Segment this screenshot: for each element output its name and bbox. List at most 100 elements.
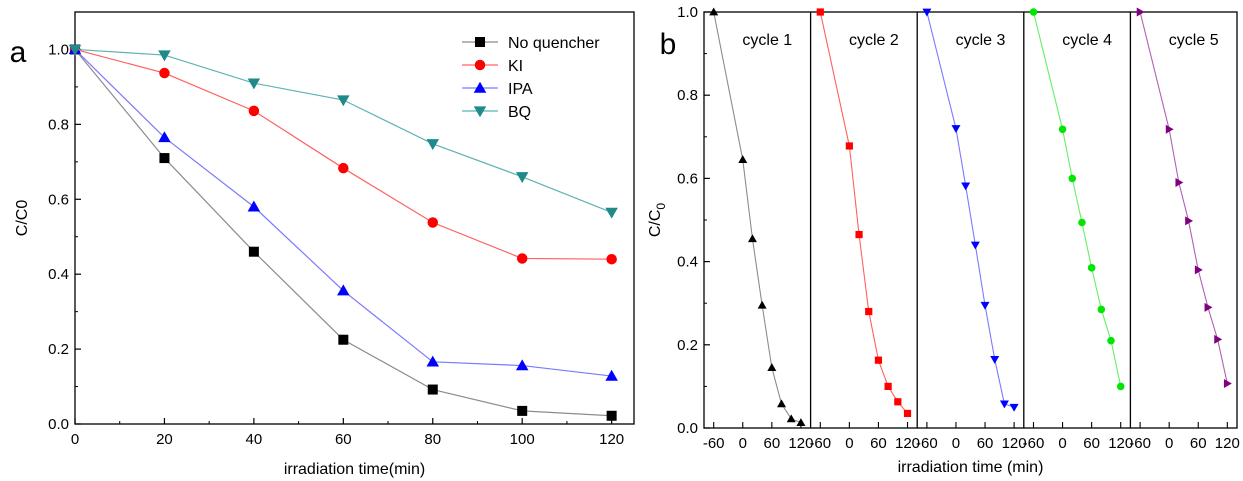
cycle-line bbox=[1139, 11, 1228, 384]
x-tick-label: 80 bbox=[424, 431, 441, 448]
y-axis-title: C/C0 bbox=[14, 200, 31, 237]
x-tick-label: 40 bbox=[246, 431, 263, 448]
x-tick-label: 60 bbox=[335, 431, 352, 448]
panel-letter-b: b bbox=[660, 28, 677, 61]
x-axis-title: irradiation time (min) bbox=[898, 459, 1044, 476]
x-tick-label: 120 bbox=[788, 435, 813, 452]
x-tick-label: 120 bbox=[895, 435, 920, 452]
data-point bbox=[68, 44, 82, 56]
data-point bbox=[427, 384, 438, 395]
x-tick-label: 60 bbox=[1190, 435, 1207, 452]
data-point bbox=[961, 182, 971, 191]
data-point bbox=[894, 398, 902, 406]
legend-label: KI bbox=[508, 58, 523, 75]
data-point bbox=[865, 307, 873, 316]
cycle-line bbox=[713, 11, 802, 424]
data-point bbox=[337, 284, 350, 296]
cycle-line bbox=[1032, 11, 1122, 387]
x-tick-label: -60 bbox=[809, 435, 831, 452]
data-point bbox=[605, 207, 618, 219]
data-point bbox=[1097, 305, 1106, 314]
legend-marker bbox=[475, 37, 485, 47]
cycle-line bbox=[819, 11, 908, 414]
x-tick-label: 60 bbox=[763, 435, 780, 452]
data-point bbox=[922, 8, 932, 17]
data-point bbox=[757, 300, 767, 309]
y-tick-label: 0.0 bbox=[48, 416, 69, 433]
data-point bbox=[427, 217, 439, 228]
y-tick-label: 0.6 bbox=[677, 170, 698, 187]
data-point bbox=[1107, 336, 1115, 345]
data-point bbox=[517, 405, 528, 416]
y-tick-label: 0.4 bbox=[677, 254, 698, 271]
legend-label: BQ bbox=[508, 104, 531, 121]
data-point bbox=[738, 155, 748, 164]
y-axis-title-main: C/C bbox=[647, 210, 664, 238]
y-tick-label: 1.0 bbox=[677, 4, 698, 21]
data-point bbox=[903, 409, 912, 418]
x-tick-label: 120 bbox=[1002, 435, 1027, 452]
data-point bbox=[1165, 124, 1174, 134]
y-tick-label: 0.8 bbox=[48, 116, 69, 133]
data-point bbox=[1204, 302, 1213, 312]
x-tick-label: 120 bbox=[1215, 435, 1240, 452]
data-point bbox=[816, 8, 824, 16]
data-point bbox=[158, 131, 171, 143]
data-point bbox=[990, 355, 1000, 364]
data-point bbox=[767, 363, 777, 372]
y-tick-label: 0.2 bbox=[677, 337, 698, 354]
y-tick-label: 0.6 bbox=[48, 191, 69, 208]
x-tick-label: 20 bbox=[156, 431, 173, 448]
data-point bbox=[159, 67, 170, 79]
x-tick-label: 120 bbox=[1108, 435, 1133, 452]
x-tick-label: 60 bbox=[870, 435, 887, 452]
data-point bbox=[606, 410, 617, 421]
x-tick-label: 0 bbox=[952, 435, 960, 452]
data-point bbox=[426, 139, 440, 151]
panel-b-chart: 0.0 0.2 0.4 0.6 0.8 1.0 irradiation time (min)… bbox=[647, 4, 1240, 476]
data-point bbox=[158, 50, 171, 62]
x-tick-label: 0 bbox=[845, 435, 853, 452]
data-point bbox=[248, 246, 259, 257]
data-point bbox=[874, 356, 883, 364]
data-point bbox=[709, 7, 719, 16]
x-tick-label: 0 bbox=[71, 431, 79, 448]
data-point bbox=[1009, 403, 1019, 412]
y-tick-label: 0.0 bbox=[677, 420, 698, 437]
data-point bbox=[1116, 382, 1125, 391]
data-point bbox=[1078, 218, 1086, 227]
legend-marker bbox=[473, 81, 487, 93]
x-tick-label: 0 bbox=[739, 435, 747, 452]
data-point bbox=[248, 105, 260, 117]
y-tick-label: 1.0 bbox=[48, 41, 69, 58]
panel-letter-a: a bbox=[10, 36, 27, 69]
panel-b-frame bbox=[703, 11, 1238, 429]
legend-marker bbox=[473, 106, 487, 118]
data-point bbox=[516, 253, 528, 264]
data-point bbox=[1058, 125, 1067, 134]
panel-a-frame bbox=[74, 11, 635, 425]
data-point bbox=[1194, 265, 1203, 275]
x-tick-label: 60 bbox=[1083, 435, 1100, 452]
legend-label: IPA bbox=[508, 81, 533, 98]
x-tick-label: -60 bbox=[1023, 435, 1045, 452]
data-point bbox=[970, 241, 980, 250]
x-tick-label: 0 bbox=[1058, 435, 1066, 452]
series-line-bq bbox=[74, 48, 612, 213]
data-point bbox=[796, 418, 806, 426]
legend-label: No quencher bbox=[508, 35, 600, 52]
cycle-label: cycle 4 bbox=[1062, 32, 1112, 49]
data-point bbox=[1136, 7, 1145, 17]
data-point bbox=[338, 334, 349, 345]
data-point bbox=[1175, 178, 1184, 188]
data-point bbox=[338, 162, 349, 174]
cycle-label: cycle 5 bbox=[1169, 32, 1219, 49]
y-axis-title: C/C0 bbox=[647, 203, 668, 238]
panel-a-chart: 0 20 40 60 80 100 120 0.0 0.2 0.4 0.6 0.8 1.0 irradia… bbox=[10, 11, 635, 478]
cycle-label: cycle 1 bbox=[742, 32, 792, 49]
x-tick-label: 120 bbox=[599, 431, 624, 448]
data-point bbox=[606, 253, 617, 265]
data-point bbox=[1223, 378, 1232, 388]
data-point bbox=[515, 359, 529, 371]
data-point bbox=[999, 400, 1009, 409]
